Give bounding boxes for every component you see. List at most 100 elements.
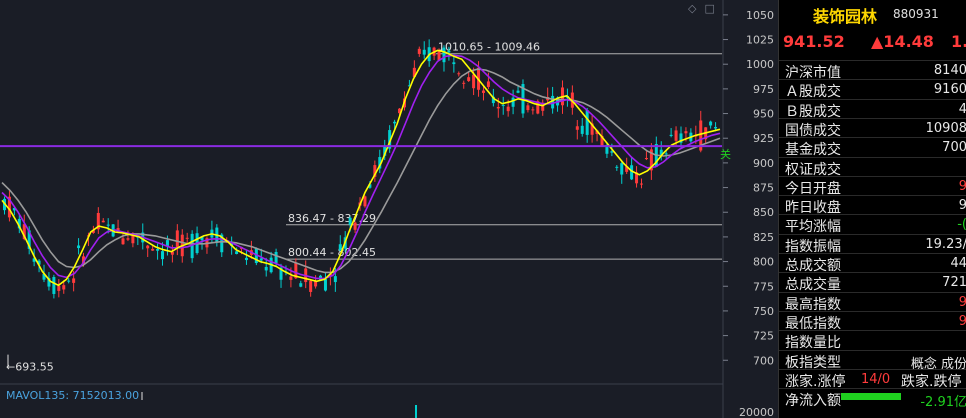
panel-row-value: 4	[958, 101, 966, 117]
candle-body	[131, 233, 135, 244]
candle-body	[82, 256, 86, 265]
candle-body	[511, 97, 515, 107]
panel-row-label: 指数量比	[785, 335, 841, 352]
candle-body	[121, 238, 125, 245]
candle-body	[531, 109, 535, 111]
candle-body	[709, 121, 713, 126]
candle-body	[639, 183, 643, 185]
candle-body	[12, 207, 16, 211]
panel-row-label: 国债成交	[785, 122, 841, 139]
diamond-icon[interactable]: ◇	[688, 2, 697, 15]
quote-panel: 装饰园林 880931 941.52 ▲14.48 1. 沪深市值8140Ａ股成…	[778, 0, 966, 418]
index-change: ▲14.48	[871, 32, 934, 51]
candle-body	[146, 245, 150, 249]
candle-body	[407, 85, 411, 87]
reference-marker: 关	[720, 147, 731, 161]
candle-body	[230, 241, 234, 246]
candle-body	[52, 277, 56, 294]
candle-body	[279, 267, 283, 280]
candle-body	[338, 244, 342, 251]
candle-body	[620, 163, 624, 175]
panel-row-label: 板指类型	[785, 354, 841, 371]
candle-body	[452, 62, 456, 65]
candle-body	[472, 74, 476, 89]
ma20-line	[1, 68, 721, 274]
candle-body	[526, 105, 530, 111]
panel-row: 最高指数 9	[779, 291, 966, 313]
index-code: 880931	[893, 7, 939, 21]
panel-row: 平均涨幅 -(	[779, 214, 966, 235]
candle-body	[486, 81, 490, 87]
candle-body	[333, 276, 337, 283]
candle-body	[32, 258, 36, 262]
y-tick-label: 725	[753, 330, 774, 343]
kline-chart[interactable]: 1050 1025 1000 975 950 925 900 875 850 825 800 775 7…	[0, 0, 778, 418]
candle-body	[62, 285, 66, 290]
candle-body	[328, 274, 332, 276]
candle-body	[289, 276, 293, 280]
candle-body	[47, 278, 51, 287]
candle-body	[605, 145, 609, 154]
y-tick-label: 1050	[746, 9, 774, 22]
candle-body	[541, 102, 545, 111]
panel-row-label: 基金成交	[785, 142, 841, 159]
y-tick-label: 775	[753, 280, 774, 293]
candle-body	[17, 218, 21, 229]
panel-row-label: 今日开盘	[785, 180, 841, 197]
candle-body	[496, 106, 500, 109]
panel-row: 基金成交 700	[779, 137, 966, 159]
panel-row-label: 沪深市值	[785, 65, 841, 81]
candle-body	[699, 120, 703, 151]
candle-body	[101, 220, 105, 223]
panel-row: 最低指数 9	[779, 310, 966, 332]
chart-canvas[interactable]: 1050 1025 1000 975 950 925 900 875 850 825 800 775 7…	[0, 0, 778, 418]
y-tick-label: 900	[753, 157, 774, 170]
candle-body	[659, 149, 663, 155]
candle-body	[467, 77, 471, 82]
index-name: 装饰园林	[813, 7, 878, 26]
candle-body	[506, 106, 510, 112]
y-tick-label: 825	[753, 231, 774, 244]
panel-row: 权证成交	[779, 156, 966, 178]
candle-body	[274, 251, 278, 264]
candle-body	[580, 125, 584, 134]
panel-row-label: 最高指数	[785, 296, 841, 313]
candle-body	[57, 285, 61, 291]
square-icon[interactable]: □	[704, 2, 715, 15]
panel-title: 装饰园林 880931	[779, 0, 966, 28]
y-tick-label: 1000	[746, 58, 774, 71]
candle-body	[412, 67, 416, 77]
candle-body	[116, 228, 120, 232]
candle-body	[457, 73, 461, 75]
panel-row: 国债成交 10908	[779, 117, 966, 139]
price-level-label: 800.44 - 802.45	[288, 246, 376, 259]
candle-body	[393, 121, 397, 124]
candle-body	[156, 248, 160, 251]
candle-body	[96, 212, 100, 230]
candle-body	[491, 96, 495, 104]
candle-body	[575, 126, 579, 130]
panel-row: 总成交量 721	[779, 272, 966, 293]
panel-row-updown: 涨家.涨停 14/0 跌家.跌停	[779, 368, 966, 390]
panel-row: 指数振幅 19.23/	[779, 233, 966, 255]
candle-body	[590, 123, 594, 135]
candle-body	[264, 266, 268, 271]
panel-row-value: 9	[958, 198, 966, 214]
panel-quote: 941.52 ▲14.48 1.	[779, 30, 966, 56]
mavol-label: MAVOL135: 7152013.00	[6, 389, 140, 402]
candle-body	[170, 251, 174, 255]
panel-row-netflow: 净流入额 -2.91亿	[779, 388, 966, 410]
candle-body	[220, 234, 224, 253]
candle-body	[635, 172, 639, 184]
candle-body	[442, 47, 446, 63]
panel-row: 昨日收盘 9	[779, 195, 966, 216]
panel-row: Ａ股成交 9160	[779, 79, 966, 100]
candle-body	[106, 224, 110, 226]
candle-body	[447, 50, 451, 53]
candle-body	[368, 184, 372, 188]
panel-row-value: 19.23/	[925, 236, 966, 252]
panel-row: 今日开盘 9	[779, 175, 966, 197]
candle-body	[309, 280, 313, 292]
candle-body	[91, 230, 95, 233]
volume-tick-label: 20000	[739, 406, 774, 418]
